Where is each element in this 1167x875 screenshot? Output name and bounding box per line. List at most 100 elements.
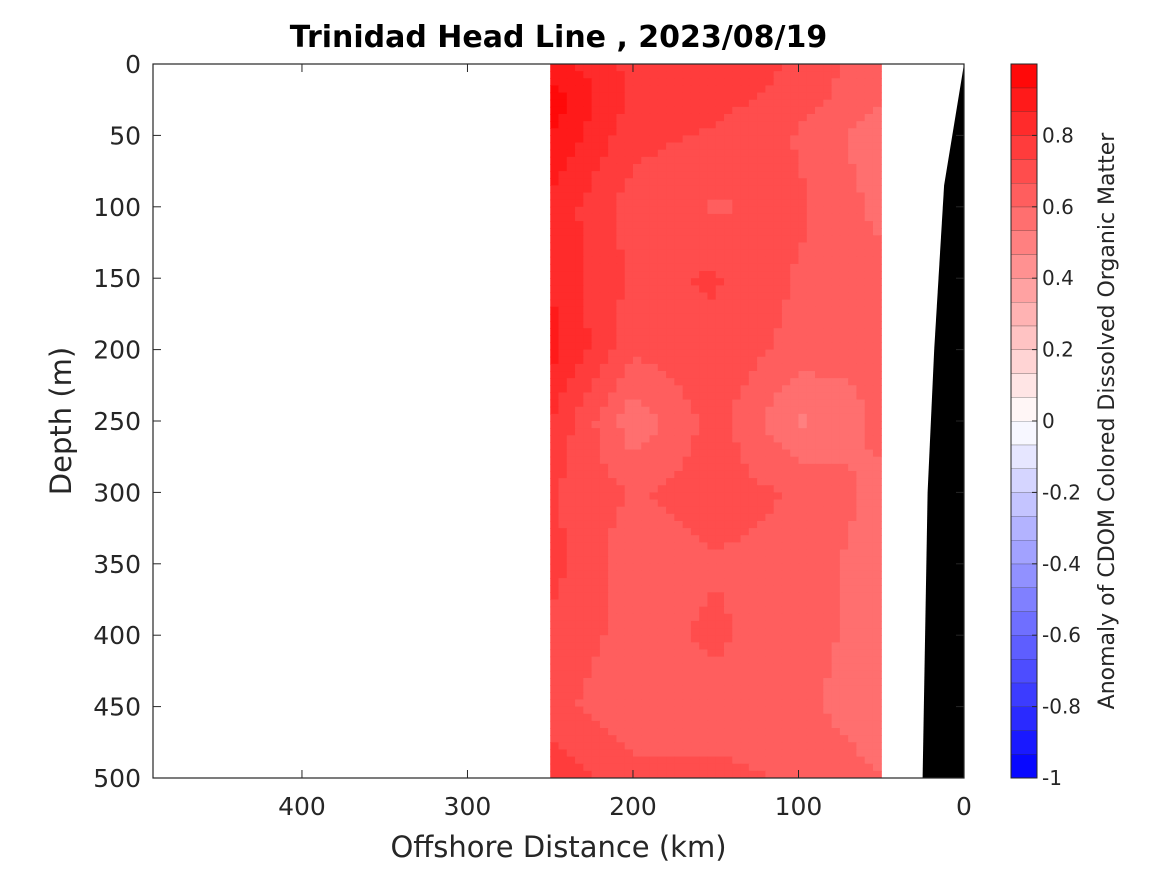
section-cell	[657, 556, 667, 565]
section-cell	[856, 71, 866, 79]
section-cell	[823, 692, 833, 701]
section-cell	[765, 528, 775, 536]
section-cell	[575, 513, 584, 522]
section-cell	[599, 442, 609, 451]
colorbar-swatch	[1011, 706, 1037, 731]
section-cell	[856, 335, 866, 344]
section-cell	[674, 92, 684, 101]
section-cell	[715, 206, 725, 215]
section-cell	[864, 506, 874, 515]
section-cell	[823, 149, 833, 158]
section-cell	[649, 378, 659, 386]
section-cell	[798, 542, 808, 551]
section-cell	[765, 142, 775, 151]
section-cell	[682, 749, 692, 758]
section-cell	[690, 421, 700, 429]
section-cell	[781, 635, 791, 643]
section-cell	[666, 706, 675, 715]
section-cell	[599, 620, 609, 629]
section-cell	[575, 285, 584, 294]
section-cell	[773, 706, 783, 715]
section-cell	[872, 449, 882, 458]
section-cell	[674, 635, 684, 643]
section-cell	[591, 585, 601, 593]
section-cell	[566, 556, 576, 565]
section-cell	[616, 756, 626, 765]
section-cell	[657, 606, 667, 615]
section-cell	[831, 421, 841, 429]
section-cell	[690, 599, 700, 608]
section-cell	[757, 221, 766, 229]
section-cell	[657, 278, 667, 286]
section-cell	[765, 256, 775, 265]
section-cell	[806, 449, 816, 458]
section-cell	[740, 720, 750, 729]
section-cell	[831, 285, 841, 294]
section-cell	[848, 242, 858, 251]
section-cell	[682, 263, 692, 272]
section-cell	[748, 578, 758, 586]
section-cell	[599, 78, 609, 87]
section-cell	[748, 171, 758, 179]
section-cell	[632, 356, 642, 365]
section-cell	[815, 678, 824, 686]
section-cell	[674, 85, 684, 94]
section-cell	[806, 99, 816, 108]
section-cell	[666, 149, 675, 158]
section-cell	[848, 399, 858, 408]
section-cell	[550, 728, 560, 736]
section-cell	[748, 563, 758, 572]
section-cell	[624, 742, 634, 751]
section-cell	[608, 428, 618, 436]
section-cell	[690, 635, 700, 643]
section-cell	[715, 470, 725, 479]
section-cell	[773, 528, 783, 536]
section-cell	[823, 106, 833, 115]
section-cell	[699, 478, 709, 486]
section-cell	[815, 513, 824, 522]
section-cell	[632, 99, 642, 108]
section-cell	[748, 749, 758, 758]
section-cell	[699, 149, 709, 158]
section-cell	[848, 256, 858, 265]
section-cell	[765, 442, 775, 451]
section-cell	[550, 213, 560, 222]
section-cell	[748, 613, 758, 622]
section-cell	[856, 178, 866, 186]
section-cell	[699, 263, 709, 272]
section-cell	[575, 385, 584, 394]
section-cell	[790, 278, 800, 286]
section-cell	[566, 421, 576, 429]
section-cell	[674, 249, 684, 258]
section-cell	[616, 535, 626, 543]
section-cell	[773, 670, 783, 679]
section-cell	[699, 763, 709, 772]
section-cell	[632, 185, 642, 194]
section-cell	[765, 128, 775, 136]
section-cell	[724, 642, 733, 651]
colorbar-tick-label: -0.4	[1042, 552, 1081, 576]
section-cell	[823, 549, 833, 558]
section-cell	[641, 570, 651, 579]
section-cell	[724, 163, 733, 172]
section-cell	[624, 278, 634, 286]
section-cell	[781, 470, 791, 479]
section-cell	[591, 342, 601, 351]
section-cell	[781, 713, 791, 722]
section-cell	[740, 656, 750, 665]
section-cell	[823, 663, 833, 672]
section-cell	[806, 763, 816, 772]
section-cell	[748, 428, 758, 436]
section-cell	[823, 563, 833, 572]
section-cell	[550, 763, 560, 772]
section-cell	[599, 670, 609, 679]
section-cell	[748, 378, 758, 386]
section-cell	[624, 656, 634, 665]
section-cell	[806, 71, 816, 79]
section-cell	[773, 313, 783, 322]
section-cell	[765, 149, 775, 158]
section-cell	[823, 128, 833, 136]
section-cell	[666, 64, 675, 72]
section-cell	[856, 513, 866, 522]
section-cell	[864, 328, 874, 336]
